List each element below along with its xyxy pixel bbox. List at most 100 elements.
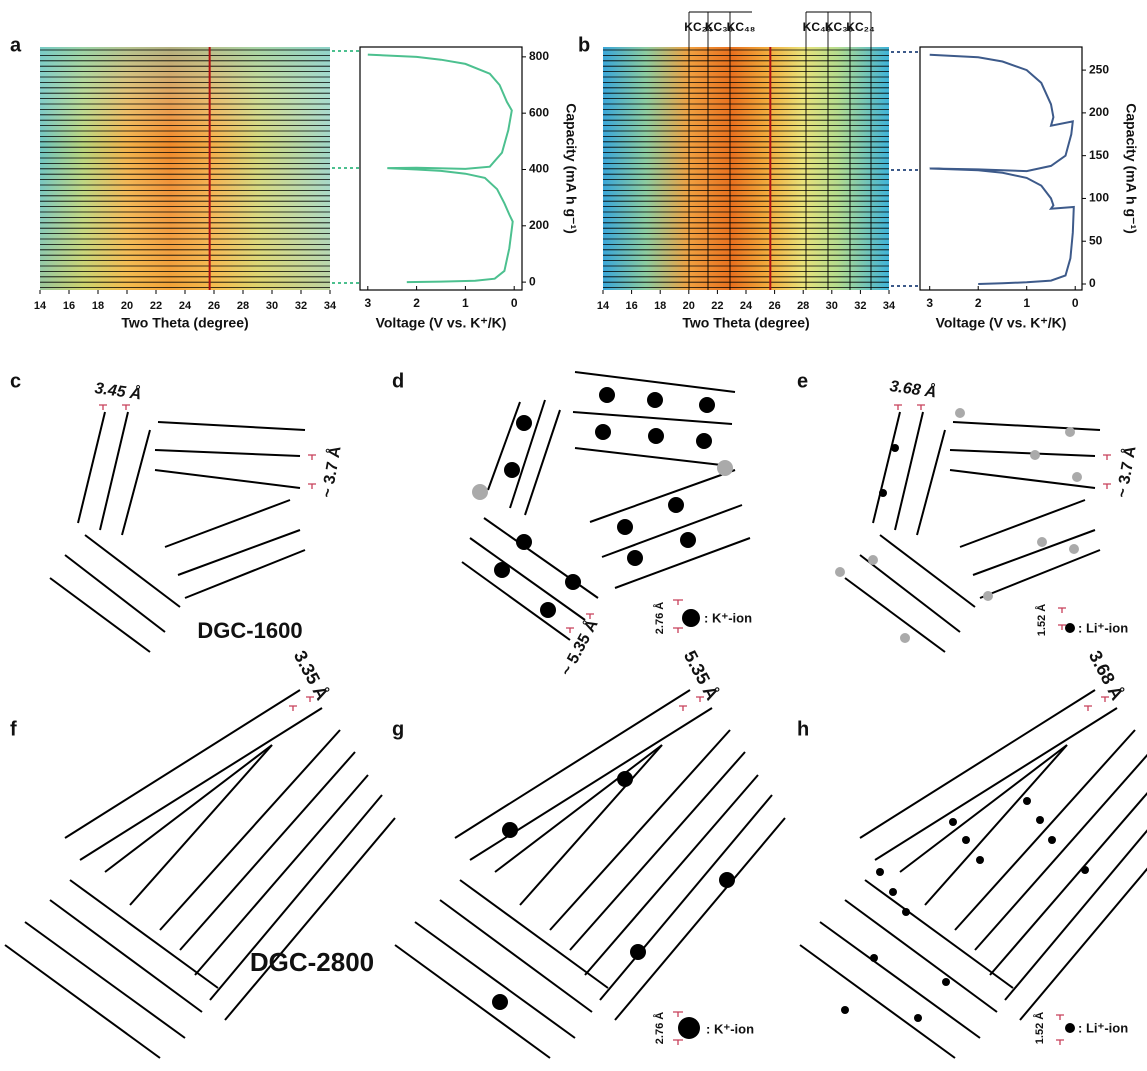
x-axis-label: Two Theta (degree): [121, 315, 248, 331]
ion: [868, 555, 878, 565]
layer-line: [572, 411, 733, 425]
x-tick-label: 34: [883, 300, 896, 312]
layer-line: [509, 399, 546, 509]
y-tick-label: 50: [1089, 233, 1103, 247]
dimension-mark: [696, 696, 704, 702]
dimension-mark: [673, 627, 683, 633]
ion: [647, 392, 663, 408]
layer-line: [64, 554, 166, 633]
y-tick-label: 0: [529, 274, 536, 288]
dimension-mark: [1084, 705, 1092, 711]
ion: [516, 415, 532, 431]
layer-line: [64, 689, 301, 839]
y-tick-label: 250: [1089, 62, 1109, 76]
ion: [682, 609, 700, 627]
ion: [595, 424, 611, 440]
x-tick-label: 0: [511, 296, 518, 310]
dimension-mark: [1103, 483, 1111, 489]
ion-size-label: 1.52 Å: [1033, 1012, 1046, 1044]
x-tick-label: 24: [740, 300, 753, 312]
ion: [1030, 450, 1040, 460]
layer-line: [524, 409, 561, 516]
x-tick-label: 22: [711, 300, 723, 312]
voltage-curve: [367, 53, 514, 284]
x-tick-label: 3: [926, 296, 933, 310]
ion: [717, 460, 733, 476]
curve-frame: [919, 46, 1083, 291]
layer-line: [614, 537, 751, 589]
ion: [902, 908, 910, 916]
ion: [565, 574, 581, 590]
layer-line: [77, 411, 106, 524]
x-tick-label: 22: [150, 300, 162, 312]
y-tick-label: 150: [1089, 148, 1109, 162]
x-tick-label: 2: [975, 296, 982, 310]
panel-label: a: [10, 34, 22, 56]
sample-label: DGC-2800: [250, 947, 374, 977]
layer-line: [574, 447, 731, 467]
layer-line: [194, 774, 369, 976]
dimension-mark: [673, 1039, 683, 1045]
ion-legend: : Li⁺-ion: [1078, 620, 1128, 635]
phase-label: KC₄₈: [727, 20, 756, 34]
layer-line: [519, 744, 663, 906]
layer-line: [574, 371, 736, 393]
ion: [949, 818, 957, 826]
x-tick-label: 2: [413, 296, 420, 310]
dimension-mark: [673, 1011, 683, 1017]
x-tick-label: 0: [1072, 296, 1079, 310]
ion: [680, 532, 696, 548]
layer-line: [799, 944, 956, 1059]
x-tick-label: 28: [797, 300, 809, 312]
spacing-label: 3.68 Å: [1085, 647, 1128, 703]
ion: [876, 868, 884, 876]
layer-line: [129, 744, 273, 906]
spacing-label: ~ 3.7 Å: [317, 444, 345, 499]
ion: [870, 954, 878, 962]
layer-line: [104, 744, 273, 873]
layer-line: [483, 517, 599, 599]
ion: [502, 822, 518, 838]
layer-line: [469, 537, 586, 621]
dimension-mark: [894, 404, 902, 410]
layer-line: [952, 421, 1101, 431]
ion-legend: : Li⁺-ion: [1078, 1020, 1128, 1035]
layer-line: [899, 744, 1068, 873]
x-tick-label: 1: [462, 296, 469, 310]
phase-label: KC₂₄: [684, 20, 713, 34]
voltage-curve: [929, 53, 1075, 285]
layer-line: [461, 561, 571, 641]
layer-line: [584, 774, 759, 976]
layer-line: [24, 921, 186, 1039]
layer-line: [819, 921, 981, 1039]
ion: [599, 387, 615, 403]
x-tick-label: 14: [597, 300, 610, 312]
x-tick-label: 34: [324, 300, 337, 312]
ion: [516, 534, 532, 550]
ion-legend: : K⁺-ion: [706, 1021, 754, 1036]
layer-line: [159, 729, 341, 931]
ion: [835, 567, 845, 577]
ion: [494, 562, 510, 578]
x-tick-label: 16: [63, 300, 75, 312]
x-tick-label: 32: [854, 300, 866, 312]
layer-line: [79, 707, 323, 861]
ion: [976, 856, 984, 864]
x-tick-label: 26: [208, 300, 220, 312]
layer-line: [949, 449, 1096, 457]
ion: [492, 994, 508, 1010]
ion: [668, 497, 684, 513]
spacing-label: ~ 5.35 Å: [556, 616, 602, 679]
layer-line: [949, 469, 1096, 489]
layer-line: [979, 549, 1101, 599]
dimension-mark: [586, 613, 594, 619]
ion: [955, 408, 965, 418]
layer-line: [414, 921, 576, 1039]
ion: [1065, 623, 1075, 633]
layer-line: [1019, 867, 1147, 1021]
ion: [617, 519, 633, 535]
ion: [1072, 472, 1082, 482]
spacing-label: 3.35 Å: [290, 647, 333, 703]
dimension-mark: [673, 599, 683, 605]
